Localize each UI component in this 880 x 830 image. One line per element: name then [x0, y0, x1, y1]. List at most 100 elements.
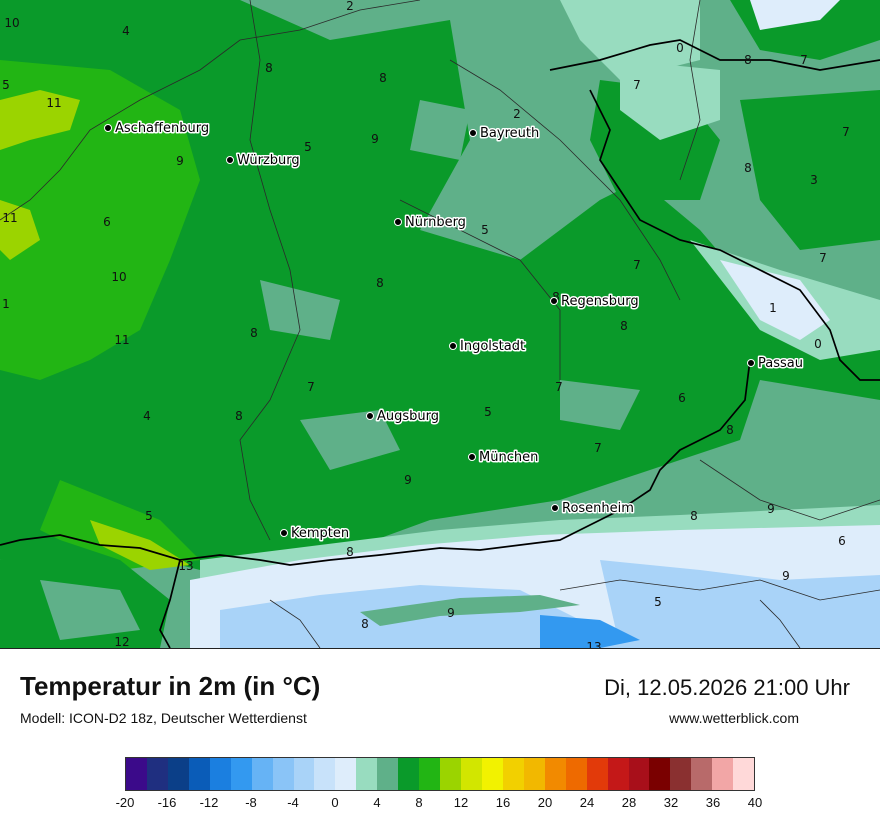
city-label: Passau: [758, 356, 803, 371]
legend-tick-label: 0: [331, 795, 339, 810]
city-dot: [226, 156, 234, 164]
isotherm-label: 8: [265, 61, 273, 75]
temperature-fields: [0, 0, 880, 648]
legend-tick-label: 32: [663, 795, 679, 810]
district-border: [239, 0, 301, 541]
isotherm-label: 1: [2, 297, 10, 311]
isotherm-label: 3: [810, 173, 818, 187]
isotherm-label: 7: [633, 258, 641, 272]
isotherm-label: 1: [769, 301, 777, 315]
isotherm-label: 8: [726, 423, 734, 437]
isotherm-label: 5: [2, 78, 10, 92]
isotherm-label: 10: [111, 270, 126, 284]
temperature-field-yellow_green: [90, 520, 190, 570]
isotherm-label: 8: [379, 71, 387, 85]
legend-color-segment: [607, 758, 629, 790]
legend-color-segment: [251, 758, 273, 790]
isotherm-label: 8: [235, 409, 243, 423]
city-marker: Regensburg: [550, 293, 640, 311]
city-marker: Würzburg: [226, 152, 301, 170]
city-dot: [104, 124, 112, 132]
legend-color-segment: [126, 758, 147, 790]
isotherm-label: 0: [676, 41, 684, 55]
color-legend: [125, 757, 755, 791]
isotherm-label: 9: [371, 132, 379, 146]
city-dot: [550, 297, 558, 305]
legend-color-segment: [712, 758, 734, 790]
legend-color-segment: [377, 758, 399, 790]
legend-tick-label: 24: [579, 795, 595, 810]
city-marker: Ingolstadt: [449, 338, 527, 356]
legend-color-segment: [293, 758, 315, 790]
city-label: Kempten: [291, 526, 349, 541]
isotherm-label: 7: [842, 125, 850, 139]
legend-tick-label: -4: [287, 795, 299, 810]
legend-tick-label: 28: [621, 795, 637, 810]
isotherm-label: 7: [633, 78, 641, 92]
legend-tick-label: -20: [115, 795, 135, 810]
legend-color-segment: [419, 758, 441, 790]
isotherm-label: 2: [346, 0, 354, 13]
isotherm-label: 10: [4, 16, 19, 30]
isotherm-label: 8: [376, 276, 384, 290]
legend-color-segment: [230, 758, 252, 790]
city-dot: [280, 529, 288, 537]
city-dot: [394, 218, 402, 226]
city-dot: [468, 453, 476, 461]
isotherm-label: 4: [122, 24, 130, 38]
city-dot: [747, 359, 755, 367]
legend-color-segment: [502, 758, 524, 790]
legend-tick-label: 16: [495, 795, 511, 810]
isotherm-label: 6: [838, 534, 846, 548]
legend-ticks: -20 -16 -12 -8 -4 0 4 8 12 16 20 24 28 32 36 40: [116, 795, 763, 813]
temperature-field-sky: [600, 560, 880, 648]
isotherm-label: 8: [620, 319, 628, 333]
isotherm-label: 11: [46, 96, 61, 110]
city-label: Aschaffenburg: [115, 121, 209, 136]
legend-color-segment: [167, 758, 189, 790]
legend-color-segment: [146, 758, 168, 790]
isotherm-label: 9: [447, 606, 455, 620]
city-marker: Nürnberg: [394, 214, 467, 232]
city-label: Bayreuth: [480, 126, 539, 141]
city-label: Rosenheim: [562, 501, 634, 516]
city-dot: [551, 504, 559, 512]
legend-color-segment: [691, 758, 713, 790]
border-lines: [0, 0, 880, 648]
isotherm-label: 7: [307, 380, 315, 394]
legend-color-segment: [649, 758, 671, 790]
temperature-field-teal_dark: [40, 580, 140, 640]
isotherm-label: 11: [2, 211, 17, 225]
legend-color-segment: [523, 758, 545, 790]
city-dot: [366, 412, 374, 420]
temperature-field-yellow_green: [0, 90, 80, 150]
isotherm-label: 6: [103, 215, 111, 229]
temperature-field-yellow_green: [0, 200, 40, 260]
country-border: [0, 359, 751, 566]
isotherm-label: 8: [744, 161, 752, 175]
isotherm-label: 13: [178, 559, 193, 573]
legend-tick-label: 8: [415, 795, 423, 810]
isotherm-label: 8: [361, 617, 369, 631]
legend-color-segment: [440, 758, 461, 790]
temperature-map: 10 4 2 8 8 5 11 9 5 9 2 0 7 8 7 7 8 3 11 6 5 7 7 10 8 1 8 1 0 11 8 8 7 7 4…: [0, 0, 880, 649]
district-border: [449, 59, 681, 301]
temperature-field-teal_light: [560, 0, 700, 80]
city-marker: Rosenheim: [551, 500, 635, 518]
district-border: [759, 599, 801, 648]
legend-color-segment: [670, 758, 692, 790]
legend-color-segment: [628, 758, 650, 790]
isotherm-label: 9: [782, 569, 790, 583]
isotherm-label: 13: [586, 640, 601, 648]
legend-color-segment: [733, 758, 755, 790]
district-border: [399, 199, 561, 380]
isotherm-label: 5: [484, 405, 492, 419]
legend-tick-label: -8: [245, 795, 257, 810]
legend-color-segment: [461, 758, 482, 790]
city-label: Ingolstadt: [460, 339, 525, 354]
isotherm-label: 5: [145, 509, 153, 523]
isotherm-label: 7: [819, 251, 827, 265]
temperature-field-blue: [540, 615, 640, 648]
website-url: www.wetterblick.com: [669, 710, 799, 726]
